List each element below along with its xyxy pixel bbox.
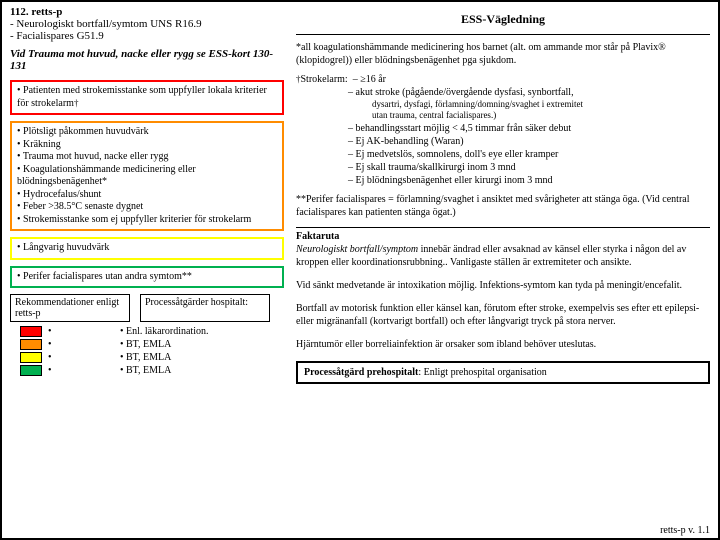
fakta-4: Hjärntumör eller borreliainfektion är or…: [296, 338, 710, 351]
stroke-sub: – Ej skall trauma/skallkirurgi inom 3 mn…: [356, 161, 710, 174]
header-block: 112. retts-p - Neurologiskt bortfall/sym…: [10, 6, 284, 42]
orange-item: Strokemisstanke som ej uppfyller kriteri…: [17, 214, 277, 227]
green-box: Perifer facialispares utan andra symtom*…: [10, 266, 284, 289]
right-column: ESS-Vägledning *all koagulationshämmande…: [292, 2, 718, 538]
ess-title: ESS-Vägledning: [296, 6, 710, 35]
version-label: retts-p v. 1.1: [660, 525, 710, 536]
code-line1: - Neurologiskt bortfall/symtom UNS R16.9: [10, 18, 284, 30]
fakta-1: Neurologiskt bortfall/symptom innebär än…: [296, 243, 710, 269]
red-swatch: [20, 326, 42, 337]
orange-item: Koagulationshämmande medicinering eller …: [17, 164, 277, 189]
stroke-sub: – Ej AK-behandling (Waran): [356, 135, 710, 148]
stroke-sub: – behandlingsstart möjlig < 4,5 timmar f…: [356, 122, 710, 135]
stroke-sub: – Ej medvetslös, somnolens, doll's eye e…: [356, 148, 710, 161]
perifer-note: **Perifer facialispares = förlamning/sva…: [296, 193, 710, 219]
trauma-note: Vid Trauma mot huvud, nacke eller rygg s…: [10, 48, 284, 72]
rec-row-green: • • BT, EMLA: [10, 365, 284, 376]
dagger-icon: †: [74, 98, 79, 108]
green-swatch: [20, 365, 42, 376]
rec-row-yellow: • • BT, EMLA: [10, 352, 284, 363]
orange-item: Hydrocefalus/shunt: [17, 189, 277, 202]
stroke-sub: utan trauma, central facialispares.): [372, 110, 710, 122]
orange-item: Feber >38.5°C senaste dygnet: [17, 201, 277, 214]
stroke-sub: – Ej blödningsbenägenhet eller kirurgi i…: [356, 174, 710, 187]
orange-item: Plötsligt påkommen huvudvärk: [17, 126, 277, 139]
rec-table: Rekommendationer enligt retts-p Processå…: [10, 294, 284, 376]
green-item: Perifer facialispares utan andra symtom*…: [17, 271, 277, 284]
rec-row-red: • • Enl. läkarordination.: [10, 326, 284, 337]
left-column: 112. retts-p - Neurologiskt bortfall/sym…: [2, 2, 292, 538]
page: 112. retts-p - Neurologiskt bortfall/sym…: [0, 0, 720, 540]
faktaruta-title: Faktaruta: [296, 227, 710, 243]
red-item: Patienten med strokemisstanke som uppfyl…: [17, 85, 277, 110]
orange-item: Trauma mot huvud, nacke eller rygg: [17, 151, 277, 164]
yellow-item: Långvarig huvudvärk: [17, 242, 277, 255]
stroke-sub: dysartri, dysfagi, förlamning/domning/sv…: [372, 99, 710, 111]
stroke-block: †Strokelarm: – ≥16 år – akut stroke (påg…: [296, 73, 710, 187]
yellow-swatch: [20, 352, 42, 363]
fakta-2: Vid sänkt medvetande är intoxikation möj…: [296, 279, 710, 292]
prehospital-box: Processåtgärd prehospitalt: Enligt preho…: [296, 361, 710, 384]
fakta-3: Bortfall av motorisk funktion eller käns…: [296, 302, 710, 328]
rec-header-1: Rekommendationer enligt retts-p: [10, 294, 130, 322]
code-number: 112. retts-p: [10, 6, 284, 18]
rec-header-2: Processåtgärder hospitalt:: [140, 294, 270, 322]
code-line2: - Facialispares G51.9: [10, 30, 284, 42]
koag-note: *all koagulationshämmande medicinering h…: [296, 41, 710, 67]
red-box: Patienten med strokemisstanke som uppfyl…: [10, 80, 284, 115]
rec-headers: Rekommendationer enligt retts-p Processå…: [10, 294, 284, 322]
orange-swatch: [20, 339, 42, 350]
orange-box: Plötsligt påkommen huvudvärk Kräkning Tr…: [10, 121, 284, 231]
orange-item: Kräkning: [17, 139, 277, 152]
stroke-sub: – akut stroke (pågående/övergående dysfa…: [356, 86, 710, 99]
yellow-box: Långvarig huvudvärk: [10, 237, 284, 260]
rec-row-orange: • • BT, EMLA: [10, 339, 284, 350]
